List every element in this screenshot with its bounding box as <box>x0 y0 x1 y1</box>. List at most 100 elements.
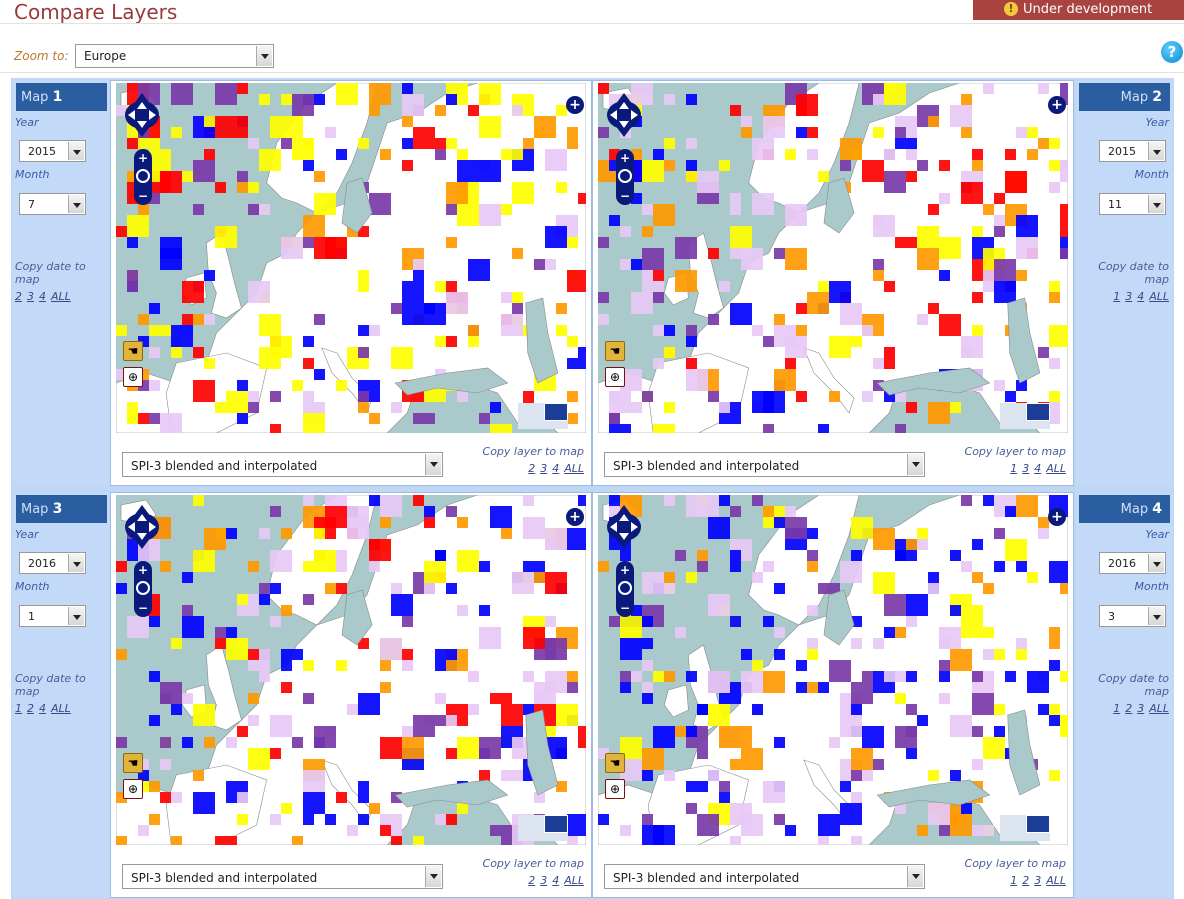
copy-date-link-2[interactable]: 2 <box>15 290 22 303</box>
month-label: Month <box>1134 168 1169 181</box>
copy-layer-link-2[interactable]: 2 <box>528 462 536 475</box>
zoom-out-icon[interactable]: − <box>618 601 632 615</box>
copy-layer-link-all[interactable]: ALL <box>564 874 584 887</box>
copy-date-link-4[interactable]: 4 <box>39 290 46 303</box>
zoom-in-icon[interactable]: + <box>618 563 632 577</box>
copy-date-link-4[interactable]: 4 <box>39 702 46 715</box>
map-canvas[interactable] <box>116 83 586 433</box>
copy-layer-link-2[interactable]: 2 <box>1022 874 1030 887</box>
copy-date-link-3[interactable]: 3 <box>27 290 34 303</box>
copy-date-link-2[interactable]: 2 <box>27 702 34 715</box>
copy-layer-link-4[interactable]: 4 <box>552 874 560 887</box>
anomaly-cell <box>204 314 215 325</box>
map-canvas[interactable] <box>598 83 1068 433</box>
zoom-out-icon[interactable]: − <box>136 601 150 615</box>
zoom-select[interactable]: Europe <box>75 44 274 68</box>
month-select[interactable]: 11 <box>1099 193 1166 215</box>
year-select[interactable]: 2015 <box>1099 140 1166 162</box>
copy-layer-link-3[interactable]: 3 <box>540 874 548 887</box>
zoom-in-icon[interactable]: + <box>136 151 150 165</box>
layer-switcher-icon[interactable]: + <box>1048 508 1066 526</box>
anomaly-cell <box>1038 347 1049 358</box>
layer-switcher-icon[interactable]: + <box>566 508 584 526</box>
copy-layer-link-4[interactable]: 4 <box>1034 462 1042 475</box>
anomaly-cell <box>884 358 895 369</box>
layer-select[interactable]: SPI-3 blended and interpolated <box>604 864 925 889</box>
copy-date-link-1[interactable]: 1 <box>1113 290 1121 303</box>
pan-control[interactable] <box>123 503 161 551</box>
zoom-control[interactable]: + − <box>134 149 152 205</box>
map-viewport[interactable]: + − + ☚ ⊕ <box>116 495 586 845</box>
hand-pan-icon[interactable]: ☚ <box>123 753 143 773</box>
map-canvas[interactable] <box>116 495 586 845</box>
map-viewport[interactable]: + − + ☚ ⊕ <box>116 83 586 433</box>
year-select[interactable]: 2015 <box>19 140 86 162</box>
layer-switcher-icon[interactable]: + <box>1048 96 1066 114</box>
anomaly-cell <box>796 303 807 314</box>
pan-control[interactable] <box>123 91 161 139</box>
zoom-box-icon[interactable]: ⊕ <box>605 367 625 387</box>
zoom-box-icon[interactable]: ⊕ <box>605 779 625 799</box>
zoom-out-icon[interactable]: − <box>618 189 632 203</box>
anomaly-cell <box>763 116 785 138</box>
copy-date-link-all[interactable]: ALL <box>1149 702 1169 715</box>
zoom-box-icon[interactable]: ⊕ <box>123 367 143 387</box>
copy-layer-link-1[interactable]: 1 <box>1010 874 1018 887</box>
copy-date-link-all[interactable]: ALL <box>1149 290 1169 303</box>
year-select[interactable]: 2016 <box>19 552 86 574</box>
layer-select[interactable]: SPI-3 blended and interpolated <box>122 864 443 889</box>
map-viewport[interactable]: + − + ☚ ⊕ <box>598 83 1068 433</box>
copy-layer-link-3[interactable]: 3 <box>1034 874 1042 887</box>
anomaly-cell <box>774 314 785 325</box>
sea-shape <box>394 779 509 808</box>
zoom-control[interactable]: + − <box>616 149 634 205</box>
year-select[interactable]: 2016 <box>1099 552 1166 574</box>
hand-pan-icon[interactable]: ☚ <box>123 341 143 361</box>
anomaly-cell <box>413 495 424 506</box>
layer-select[interactable]: SPI-3 blended and interpolated <box>122 452 443 477</box>
globe-icon[interactable] <box>618 581 632 595</box>
map-viewport[interactable]: + − + ☚ ⊕ <box>598 495 1068 845</box>
anomaly-cell <box>270 814 281 825</box>
anomaly-cell <box>620 616 642 638</box>
zoom-in-icon[interactable]: + <box>618 151 632 165</box>
copy-layer-link-all[interactable]: ALL <box>1046 874 1066 887</box>
help-icon[interactable]: ? <box>1161 41 1183 63</box>
pan-control[interactable] <box>605 503 643 551</box>
pan-control[interactable] <box>605 91 643 139</box>
copy-layer-link-all[interactable]: ALL <box>1046 462 1066 475</box>
copy-date-link-4[interactable]: 4 <box>1137 290 1145 303</box>
copy-date-link-1[interactable]: 1 <box>15 702 22 715</box>
copy-date-link-3[interactable]: 3 <box>1125 290 1133 303</box>
zoom-control[interactable]: + − <box>616 561 634 617</box>
layer-select[interactable]: SPI-3 blended and interpolated <box>604 452 925 477</box>
anomaly-cell <box>653 325 664 336</box>
copy-date-link-all[interactable]: ALL <box>51 702 71 715</box>
copy-layer-link-4[interactable]: 4 <box>552 462 560 475</box>
zoom-control[interactable]: + − <box>134 561 152 617</box>
hand-pan-icon[interactable]: ☚ <box>605 341 625 361</box>
month-select[interactable]: 1 <box>19 605 86 627</box>
copy-layer-link-2[interactable]: 2 <box>528 874 536 887</box>
map-canvas[interactable] <box>598 495 1068 845</box>
hand-pan-icon[interactable]: ☚ <box>605 753 625 773</box>
globe-icon[interactable] <box>618 169 632 183</box>
month-select[interactable]: 3 <box>1099 605 1166 627</box>
anomaly-cell <box>730 836 741 845</box>
copy-date-link-3[interactable]: 3 <box>1137 702 1145 715</box>
copy-date-link-2[interactable]: 2 <box>1125 702 1133 715</box>
copy-layer-link-3[interactable]: 3 <box>1022 462 1030 475</box>
month-select[interactable]: 7 <box>19 193 86 215</box>
layer-switcher-icon[interactable]: + <box>566 96 584 114</box>
copy-layer-link-3[interactable]: 3 <box>540 462 548 475</box>
copy-layer-link-all[interactable]: ALL <box>564 462 584 475</box>
globe-icon[interactable] <box>136 169 150 183</box>
copy-date-link-1[interactable]: 1 <box>1113 702 1121 715</box>
globe-icon[interactable] <box>136 581 150 595</box>
zoom-in-icon[interactable]: + <box>136 563 150 577</box>
zoom-out-icon[interactable]: − <box>136 189 150 203</box>
copy-date-link-all[interactable]: ALL <box>51 290 71 303</box>
copy-layer-link-1[interactable]: 1 <box>1010 462 1018 475</box>
anomaly-cell <box>994 561 1005 572</box>
zoom-box-icon[interactable]: ⊕ <box>123 779 143 799</box>
